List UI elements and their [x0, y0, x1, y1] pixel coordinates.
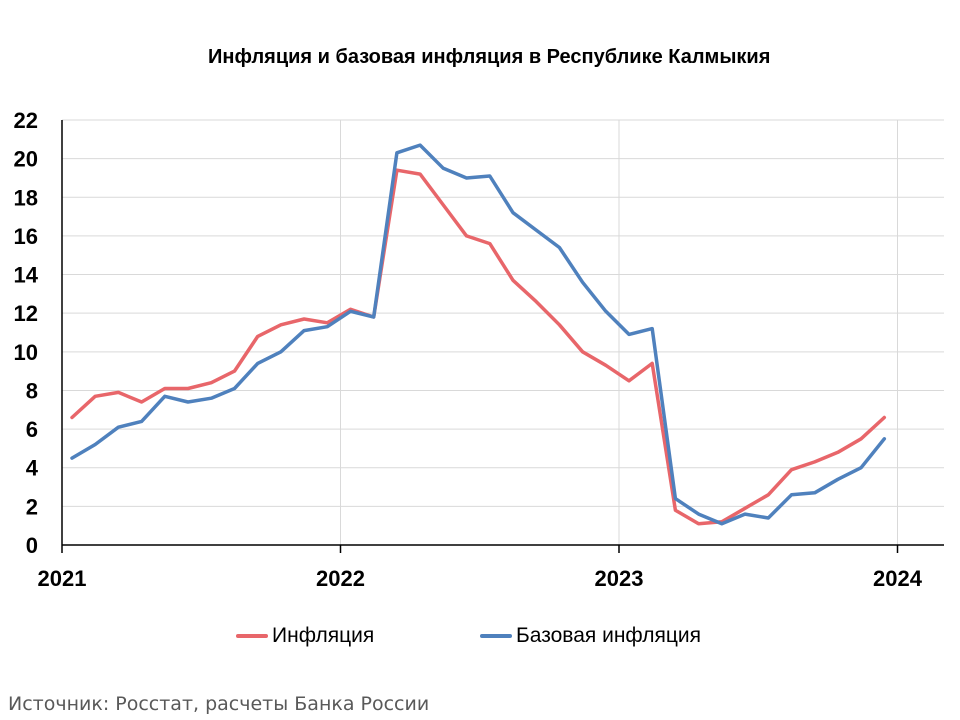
legend-label-core-inflation: Базовая инфляция: [516, 624, 702, 647]
x-tick-label: 2024: [873, 566, 923, 591]
x-tick-label: 2021: [38, 566, 87, 591]
y-tick-label: 18: [14, 185, 38, 210]
y-tick-label: 4: [26, 456, 39, 481]
legend-label-inflation: Инфляция: [272, 624, 375, 647]
y-tick-label: 8: [26, 378, 38, 403]
x-tick-label: 2023: [595, 566, 644, 591]
chart-title: Инфляция и базовая инфляция в Республике…: [208, 46, 771, 68]
y-tick-label: 6: [26, 417, 38, 442]
source-note: Источник: Росстат, расчеты Банка России: [8, 693, 430, 715]
y-tick-label: 16: [14, 224, 38, 249]
legend-item-core-inflation: Базовая инфляция: [480, 623, 701, 649]
y-tick-label: 14: [14, 263, 39, 288]
grid-layer: [62, 119, 944, 545]
legend-swatch-core-inflation: [480, 634, 512, 638]
legend-item-inflation: Инфляция: [236, 623, 374, 649]
y-tick-label: 2: [26, 494, 38, 519]
y-tick-label: 20: [14, 147, 38, 172]
y-tick-label: 0: [26, 533, 38, 558]
y-tick-label: 10: [14, 340, 38, 365]
axis-layer: [61, 120, 944, 553]
series-line-core-inflation: [70, 143, 887, 526]
y-tick-label: 22: [14, 108, 38, 133]
series-layer: [70, 143, 887, 526]
x-tick-label: 2022: [316, 566, 365, 591]
y-tick-label: 12: [14, 301, 38, 326]
series-line-inflation: [70, 168, 887, 526]
legend-swatch-inflation: [236, 634, 268, 638]
